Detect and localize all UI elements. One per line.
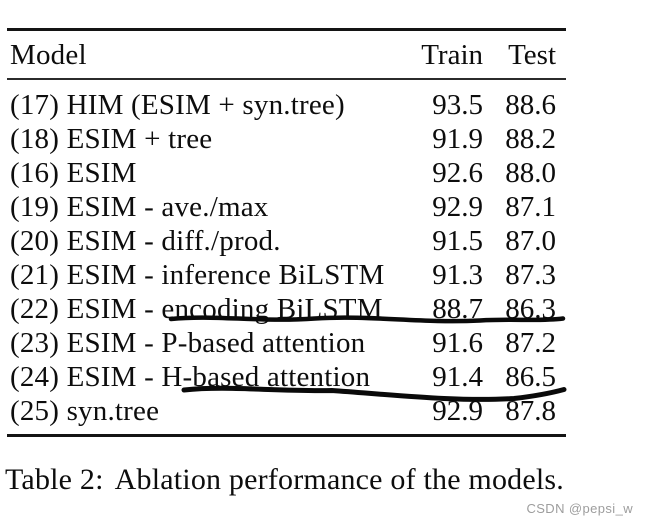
test-cell: 88.6 (505, 88, 556, 121)
table-top-rule (7, 28, 566, 31)
table-row: (18) ESIM + tree 91.9 88.2 (7, 122, 566, 156)
train-cell: 91.4 (432, 360, 483, 393)
model-cell: (22) ESIM - encoding BiLSTM (10, 292, 383, 325)
table-bottom-rule (7, 433, 566, 437)
train-cell: 88.7 (432, 292, 483, 325)
table-row-hand-underlined: (24) ESIM - H-based attention 91.4 86.5 (7, 360, 566, 394)
model-cell: (23) ESIM - P-based attention (10, 326, 366, 359)
table-body: (17) HIM (ESIM + syn.tree) 93.5 88.6 (18… (7, 80, 566, 434)
column-header-test: Test (508, 38, 556, 71)
test-cell: 87.0 (505, 224, 556, 257)
train-cell: 93.5 (432, 88, 483, 121)
table-row: (23) ESIM - P-based attention 91.6 87.2 (7, 326, 566, 360)
model-cell: (19) ESIM - ave./max (10, 190, 269, 223)
caption-text: Ablation performance of the models. (114, 463, 564, 496)
train-cell: 92.9 (432, 190, 483, 223)
table-row: (16) ESIM 92.6 88.0 (7, 156, 566, 190)
table-row: (25) syn.tree 92.9 87.8 (7, 394, 566, 428)
column-header-train: Train (421, 38, 483, 71)
model-cell: (25) syn.tree (10, 394, 160, 427)
train-cell: 91.6 (432, 326, 483, 359)
model-cell: (17) HIM (ESIM + syn.tree) (10, 88, 345, 121)
model-cell: (24) ESIM - H-based attention (10, 360, 371, 393)
table-row-hand-underlined: (22) ESIM - encoding BiLSTM 88.7 86.3 (7, 292, 566, 326)
test-cell: 87.3 (505, 258, 556, 291)
train-cell: 92.6 (432, 156, 483, 189)
test-cell: 88.2 (505, 122, 556, 155)
model-cell: (20) ESIM - diff./prod. (10, 224, 281, 257)
table-row: (19) ESIM - ave./max 92.9 87.1 (7, 190, 566, 224)
caption-label: Table 2: (5, 463, 104, 496)
table-row: (17) HIM (ESIM + syn.tree) 93.5 88.6 (7, 88, 566, 122)
test-cell: 86.3 (505, 292, 556, 325)
test-cell: 86.5 (505, 360, 556, 393)
train-cell: 91.3 (432, 258, 483, 291)
model-cell: (18) ESIM + tree (10, 122, 213, 155)
train-cell: 91.9 (432, 122, 483, 155)
table-header-rule (7, 77, 566, 80)
test-cell: 87.1 (505, 190, 556, 223)
model-cell: (16) ESIM (10, 156, 137, 189)
test-cell: 88.0 (505, 156, 556, 189)
train-cell: 92.9 (432, 394, 483, 427)
table-row: (20) ESIM - diff./prod. 91.5 87.0 (7, 224, 566, 258)
column-header-model: Model (10, 38, 87, 71)
test-cell: 87.8 (505, 394, 556, 427)
watermark: CSDN @pepsi_w (526, 501, 633, 516)
test-cell: 87.2 (505, 326, 556, 359)
model-cell: (21) ESIM - inference BiLSTM (10, 258, 385, 291)
table-caption: Table 2: Ablation performance of the mode… (5, 463, 643, 497)
train-cell: 91.5 (432, 224, 483, 257)
ablation-table: Model Train Test (17) HIM (ESIM + syn.tr… (7, 28, 566, 437)
table-row: (21) ESIM - inference BiLSTM 91.3 87.3 (7, 258, 566, 292)
table-header-row: Model Train Test (7, 31, 566, 78)
